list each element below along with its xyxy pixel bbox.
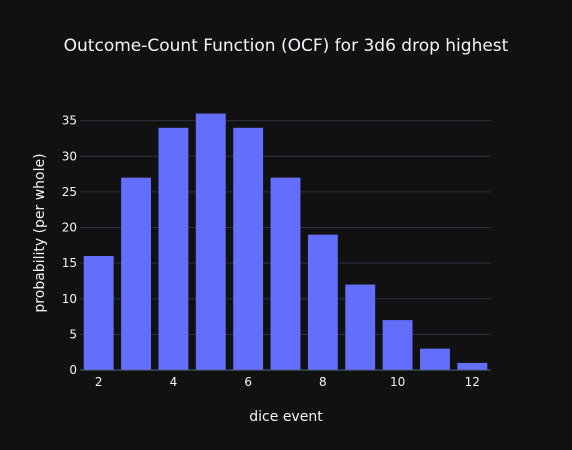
bar-11[interactable] <box>420 348 450 370</box>
y-tick-label: 15 <box>62 256 77 270</box>
x-tick-label: 2 <box>95 375 103 389</box>
y-tick-label: 10 <box>62 292 77 306</box>
y-tick-label: 20 <box>62 221 77 235</box>
bar-2[interactable] <box>83 256 114 370</box>
y-axis-title: probability (per whole) <box>32 153 48 312</box>
x-axis-ticks: 2 4 6 8 10 12 <box>95 375 480 389</box>
x-tick-label: 8 <box>319 375 327 389</box>
bar-10[interactable] <box>382 320 413 370</box>
y-tick-label: 5 <box>69 327 77 341</box>
x-tick-label: 6 <box>244 375 252 389</box>
bar-7[interactable] <box>270 177 301 370</box>
x-tick-label: 10 <box>390 375 405 389</box>
y-tick-label: 25 <box>62 185 77 199</box>
bar-6[interactable] <box>233 127 264 371</box>
x-tick-label: 4 <box>170 375 178 389</box>
x-tick-label: 12 <box>465 375 480 389</box>
bar-4[interactable] <box>158 127 189 371</box>
bar-3[interactable] <box>121 177 151 370</box>
y-tick-label: 35 <box>62 114 77 128</box>
y-tick-label: 30 <box>62 149 77 163</box>
chart-title: Outcome-Count Function (OCF) for 3d6 dro… <box>64 36 509 56</box>
x-axis-title: dice event <box>249 409 323 425</box>
bar-8[interactable] <box>307 234 338 370</box>
y-axis-ticks: 0 5 10 15 20 25 30 35 <box>62 114 77 377</box>
bar-5[interactable] <box>195 113 226 371</box>
y-tick-label: 0 <box>69 363 77 377</box>
bars <box>83 113 488 371</box>
bar-12[interactable] <box>457 362 488 370</box>
bar-9[interactable] <box>345 284 376 370</box>
